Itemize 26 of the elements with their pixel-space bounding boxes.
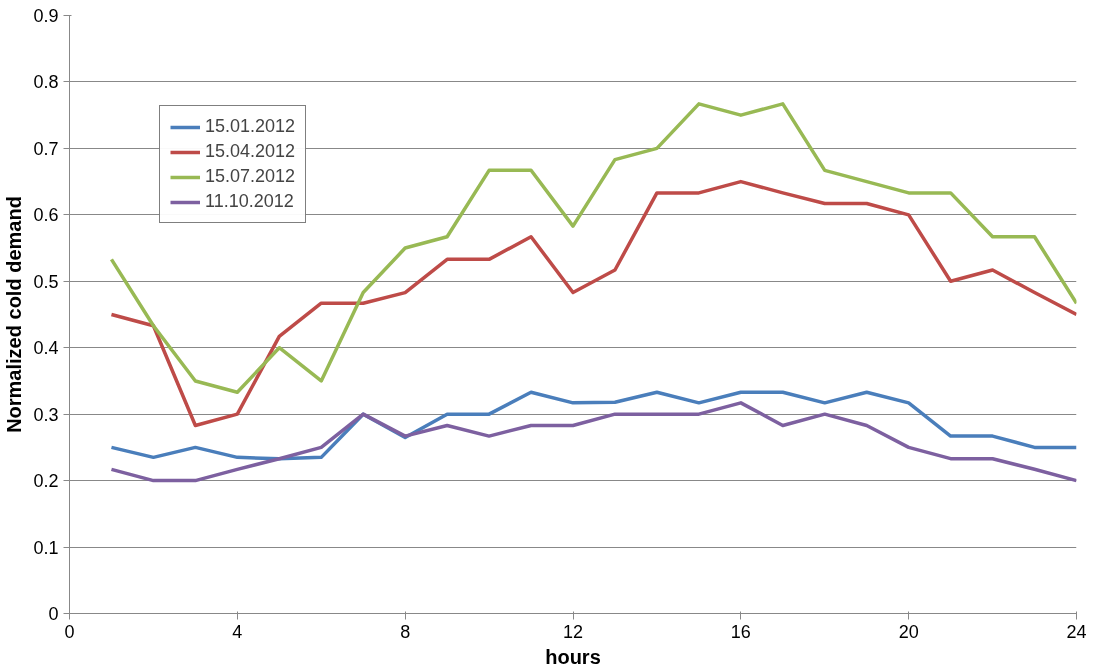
x-axis-title: hours: [545, 645, 601, 668]
x-tick-label: 20: [898, 621, 919, 642]
y-tick-label: 0: [48, 604, 59, 624]
x-tick-label: 8: [400, 621, 411, 642]
y-tick-label: 0.8: [33, 72, 59, 93]
y-tick-label: 0.4: [33, 338, 59, 359]
x-tick-label: 16: [730, 621, 751, 642]
x-tick-label: 4: [232, 621, 243, 642]
legend-label: 15.04.2012: [205, 141, 296, 162]
y-tick-label: 0.2: [33, 471, 59, 492]
legend-label: 11.10.2012: [205, 191, 294, 212]
x-tick-label: 24: [1066, 621, 1087, 642]
y-axis-title: Normalized cold demand: [3, 196, 26, 433]
x-tick-label: 0: [64, 621, 75, 642]
y-tick-label: 0.5: [33, 271, 59, 292]
legend-label: 15.07.2012: [205, 166, 296, 187]
y-tick-label: 0.9: [33, 6, 59, 26]
legend-label: 15.01.2012: [205, 116, 296, 137]
y-tick-label: 0.7: [33, 138, 59, 159]
y-tick-label: 0.6: [33, 205, 59, 226]
line-series: [109, 401, 1077, 483]
y-tick-label: 0.3: [33, 404, 59, 425]
line-series: [109, 102, 1077, 394]
line-series: [109, 390, 1077, 461]
x-tick-label: 12: [562, 621, 584, 642]
y-tick-label: 0.1: [33, 537, 59, 558]
